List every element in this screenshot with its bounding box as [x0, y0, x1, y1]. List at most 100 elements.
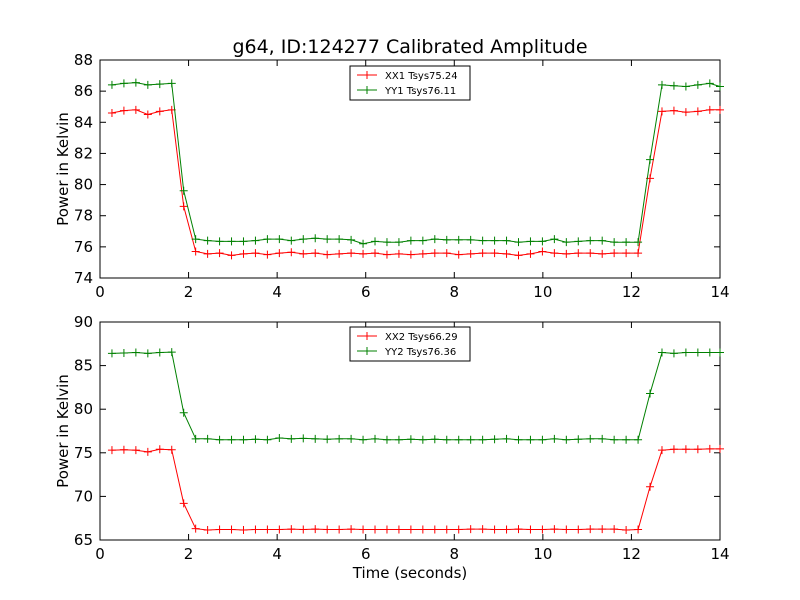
data-point-marker	[382, 250, 391, 259]
y-tick-label: 65	[74, 531, 93, 549]
data-point-marker	[167, 79, 176, 88]
data-point-marker	[107, 446, 116, 455]
x-axis-label: Time (seconds)	[352, 564, 468, 582]
data-point-marker	[143, 80, 152, 89]
legend-box	[349, 65, 471, 101]
data-point-marker	[323, 250, 332, 259]
legend-entry-label: XX2 Tsys66.29	[385, 332, 458, 343]
data-point-marker	[191, 247, 200, 256]
data-point-marker	[239, 249, 248, 258]
data-point-marker	[681, 82, 690, 91]
data-point-marker	[646, 482, 655, 491]
data-point-marker	[669, 81, 678, 90]
data-point-marker	[418, 249, 427, 258]
series-line-2	[111, 82, 721, 245]
data-point-marker	[311, 525, 320, 534]
data-point-marker	[598, 434, 607, 443]
data-point-marker	[490, 236, 499, 245]
data-point-marker	[454, 235, 463, 244]
data-point-marker	[394, 238, 403, 247]
data-point-marker	[311, 434, 320, 443]
data-point-marker	[263, 235, 272, 244]
data-point-marker	[646, 389, 655, 398]
data-point-marker	[251, 435, 260, 444]
data-point-marker	[657, 348, 666, 357]
x-tick-label: 4	[272, 283, 282, 301]
data-point-marker	[502, 236, 511, 245]
data-point-marker	[227, 251, 236, 260]
data-point-marker	[634, 249, 643, 258]
y-tick-label: 80	[74, 400, 93, 418]
data-point-marker	[610, 525, 619, 534]
data-point-marker	[598, 249, 607, 258]
series-line-1	[111, 448, 720, 531]
x-tick-label: 10	[533, 545, 552, 563]
data-point-marker	[179, 202, 188, 211]
y-tick-label: 80	[74, 176, 93, 194]
data-point-marker	[550, 434, 559, 443]
data-point-marker	[131, 78, 140, 87]
data-point-marker	[478, 435, 487, 444]
x-tick-label: 10	[533, 283, 552, 301]
data-point-marker	[107, 108, 116, 117]
data-point-marker	[323, 435, 332, 444]
bottom-subplot: 0 2 4 6 8 10 12 14 65 70 75 80 85 90 Power in Kelvin Ti…	[54, 313, 730, 582]
data-point-marker	[131, 105, 140, 114]
y-tick-label: 82	[74, 144, 93, 162]
data-point-marker	[227, 525, 236, 534]
data-point-marker	[275, 249, 284, 258]
data-point-marker	[514, 435, 523, 444]
data-point-marker	[574, 249, 583, 258]
data-point-marker	[418, 435, 427, 444]
data-point-marker	[490, 249, 499, 258]
data-point-marker	[107, 349, 116, 358]
data-point-marker	[550, 249, 559, 258]
data-point-marker	[526, 237, 535, 246]
data-point-marker	[538, 525, 547, 534]
data-point-marker	[394, 435, 403, 444]
data-point-marker	[538, 247, 547, 256]
data-point-marker	[179, 408, 188, 417]
y-tick-label: 70	[74, 487, 93, 505]
y-tick-label: 84	[74, 113, 93, 131]
data-point-marker	[311, 249, 320, 258]
data-point-marker	[502, 525, 511, 534]
data-point-marker	[681, 108, 690, 117]
data-point-marker	[418, 525, 427, 534]
data-point-marker	[251, 236, 260, 245]
data-point-marker	[335, 235, 344, 244]
data-point-marker	[454, 525, 463, 534]
data-point-marker	[287, 434, 296, 443]
data-point-marker	[347, 434, 356, 443]
data-point-marker	[143, 110, 152, 119]
data-point-marker	[705, 444, 714, 453]
data-point-marker	[681, 445, 690, 454]
data-point-marker	[335, 434, 344, 443]
data-point-marker	[371, 249, 380, 258]
data-point-marker	[622, 238, 631, 247]
x-tick-label: 6	[361, 545, 371, 563]
data-point-marker	[466, 525, 475, 534]
data-point-marker	[335, 525, 344, 534]
data-point-marker	[359, 525, 368, 534]
data-point-marker	[359, 239, 368, 248]
data-point-marker	[586, 236, 595, 245]
data-point-marker	[466, 235, 475, 244]
data-point-marker	[371, 525, 380, 534]
data-point-marker	[323, 525, 332, 534]
data-point-marker	[155, 445, 164, 454]
legend-entry-label: YY2 Tsys76.36	[384, 347, 456, 358]
data-point-marker	[263, 525, 272, 534]
y-tick-label: 75	[74, 444, 93, 462]
data-point-marker	[347, 525, 356, 534]
data-point-marker	[406, 250, 415, 259]
data-point-marker	[119, 348, 128, 357]
data-point-marker	[550, 235, 559, 244]
data-point-marker	[203, 236, 212, 245]
data-point-marker	[430, 235, 439, 244]
data-point-marker	[610, 249, 619, 258]
data-point-marker	[215, 249, 224, 258]
data-point-marker	[574, 435, 583, 444]
legend: XX2 Tsys66.29 YY2 Tsys76.36	[349, 326, 471, 362]
